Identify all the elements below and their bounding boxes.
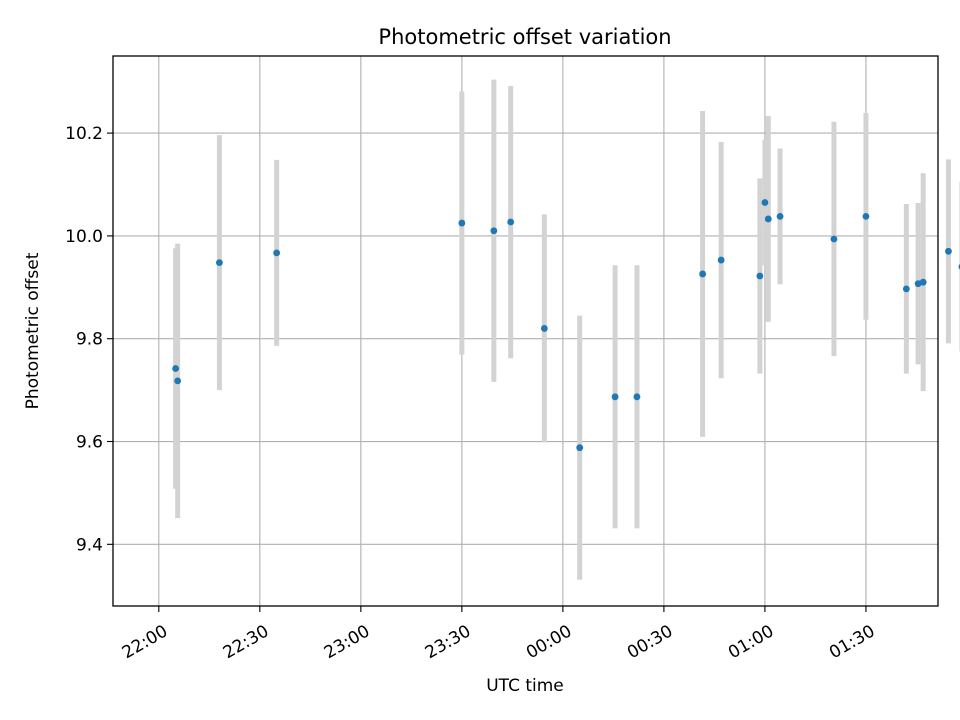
grid-lines <box>113 56 938 606</box>
data-point <box>458 219 466 227</box>
data-point <box>273 249 281 257</box>
data-point <box>717 256 725 264</box>
y-tick-label: 10.2 <box>65 124 103 144</box>
y-tick-label: 9.6 <box>76 433 103 453</box>
data-point <box>902 285 910 293</box>
data-point <box>945 247 952 255</box>
data-point <box>174 377 182 385</box>
y-tick-label: 10.0 <box>65 227 103 247</box>
y-axis-ticks: 9.4 9.6 9.8 10.0 10.2 <box>65 124 113 555</box>
data-point <box>699 270 707 278</box>
chart-title: Photometric offset variation <box>378 25 671 49</box>
data-point <box>862 212 870 220</box>
data-point <box>761 199 769 206</box>
data-point <box>576 444 584 452</box>
data-point <box>216 259 223 267</box>
data-point <box>490 227 498 235</box>
x-axis-label: UTC time <box>486 676 564 696</box>
data-point <box>633 393 641 401</box>
data-point <box>756 272 764 280</box>
data-point <box>507 218 515 226</box>
y-tick-label: 9.8 <box>76 330 103 350</box>
y-tick-label: 9.4 <box>76 535 103 555</box>
data-point <box>172 365 180 372</box>
data-point <box>919 278 927 286</box>
data-point <box>764 215 772 223</box>
data-point <box>611 393 619 401</box>
data-point <box>540 325 548 332</box>
plot-area-frame <box>112 55 939 607</box>
data-points <box>172 199 960 452</box>
data-point <box>830 235 838 243</box>
data-point <box>776 212 784 220</box>
y-axis-label: Photometric offset <box>23 252 43 409</box>
